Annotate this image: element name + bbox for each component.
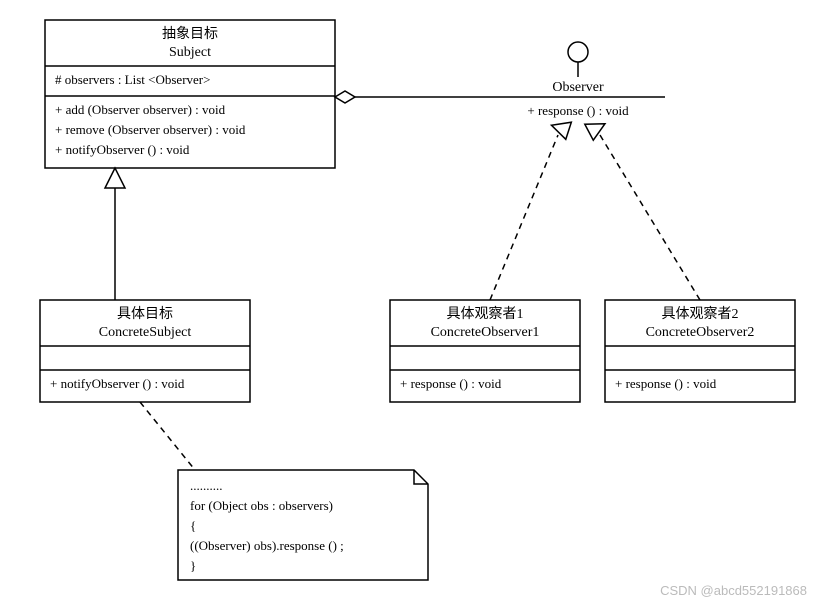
class-concrete-observer1: 具体观察者1 ConcreteObserver1 + response () : v…: [390, 300, 580, 402]
class-title-cn: 抽象目标: [162, 26, 218, 42]
class-line: + notifyObserver () : void: [55, 142, 190, 157]
note-line: ..........: [190, 478, 223, 493]
class-concrete-observer2: 具体观察者2 ConcreteObserver2 + response () : v…: [605, 300, 795, 402]
note-line: }: [190, 558, 196, 573]
class-title-en: ConcreteSubject: [99, 325, 192, 340]
class-subject: 抽象目标 Subject # observers : List <Observer>…: [45, 20, 335, 168]
uml-class-diagram: 抽象目标 Subject # observers : List <Observer>…: [0, 0, 827, 607]
note-line: for (Object obs : observers): [190, 498, 333, 513]
note-line: ((Observer) obs).response () ;: [190, 538, 344, 553]
watermark: CSDN @abcd552191868: [660, 583, 807, 598]
class-title-en: ConcreteObserver2: [646, 325, 755, 340]
interface-label: Observer: [552, 80, 604, 95]
edge-realize-observer2-arrowhead: [585, 116, 609, 140]
uml-note: ..........for (Object obs : observers){ …: [178, 470, 428, 580]
edge-realize-observer1: [490, 135, 558, 300]
class-line: + add (Observer observer) : void: [55, 102, 226, 117]
class-concrete-subject: 具体目标 ConcreteSubject + notifyObserver () :…: [40, 300, 250, 402]
class-line: + response () : void: [400, 376, 502, 391]
class-line: + remove (Observer observer) : void: [55, 122, 246, 137]
class-line: # observers : List <Observer>: [55, 72, 210, 87]
note-line: {: [190, 518, 196, 533]
class-title-en: Subject: [169, 45, 211, 60]
class-title-cn: 具体目标: [117, 306, 173, 322]
aggregation-diamond: [335, 91, 355, 103]
class-title-en: ConcreteObserver1: [431, 325, 540, 340]
interface-method: + response () : void: [527, 103, 629, 118]
class-title-cn: 具体观察者1: [447, 305, 524, 322]
interface-observer: Observer + response () : void: [490, 42, 665, 118]
edge-note-link: [140, 402, 195, 470]
generalization-arrowhead: [105, 168, 125, 188]
class-line: + notifyObserver () : void: [50, 376, 185, 391]
class-line: + response () : void: [615, 376, 717, 391]
edge-realize-observer2: [600, 135, 700, 300]
edge-realize-observer1-arrowhead: [549, 117, 572, 140]
class-title-cn: 具体观察者2: [662, 305, 739, 322]
